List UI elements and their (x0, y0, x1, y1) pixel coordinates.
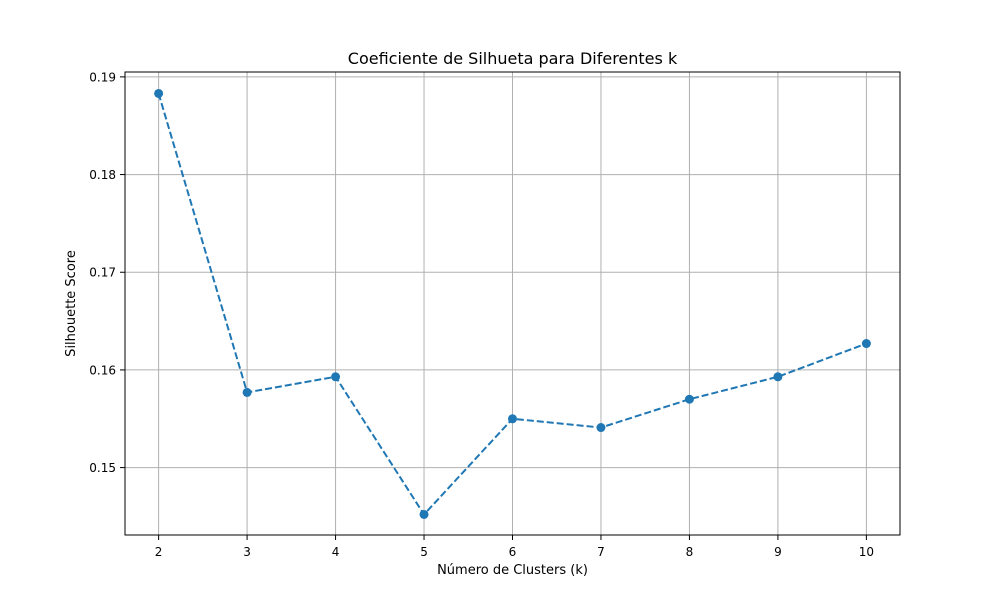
y-tick-label: 0.17 (89, 266, 116, 280)
x-axis-ticks: 2 3 4 5 6 7 8 9 10 (155, 535, 874, 559)
data-point (508, 414, 517, 424)
data-point (154, 88, 164, 98)
x-tick-label: 4 (332, 545, 340, 559)
y-tick-label: 0.18 (89, 168, 116, 182)
x-tick-label: 3 (243, 545, 251, 559)
data-point (861, 339, 871, 349)
x-tick-label: 8 (686, 545, 694, 559)
series-marker-group (154, 88, 871, 519)
y-axis-ticks: 0.15 0.16 0.17 0.18 0.19 (89, 70, 125, 475)
data-point (419, 509, 429, 519)
x-tick-label: 10 (859, 545, 874, 559)
chart-title: Coeficiente de Silhueta para Diferentes … (348, 49, 678, 68)
grid (125, 72, 900, 535)
data-point (596, 423, 606, 433)
data-point (773, 372, 783, 382)
data-point (242, 387, 252, 397)
y-axis-label: Silhouette Score (64, 250, 79, 357)
y-tick-label: 0.16 (89, 363, 116, 377)
x-tick-label: 9 (774, 545, 782, 559)
data-point (684, 394, 694, 404)
x-tick-label: 7 (597, 545, 605, 559)
x-tick-label: 2 (155, 545, 163, 559)
x-tick-label: 5 (420, 545, 428, 559)
data-point (331, 372, 341, 382)
y-tick-label: 0.15 (89, 461, 116, 475)
x-tick-label: 6 (509, 545, 517, 559)
x-axis-label: Número de Clusters (k) (437, 563, 588, 578)
y-tick-label: 0.19 (89, 70, 116, 84)
